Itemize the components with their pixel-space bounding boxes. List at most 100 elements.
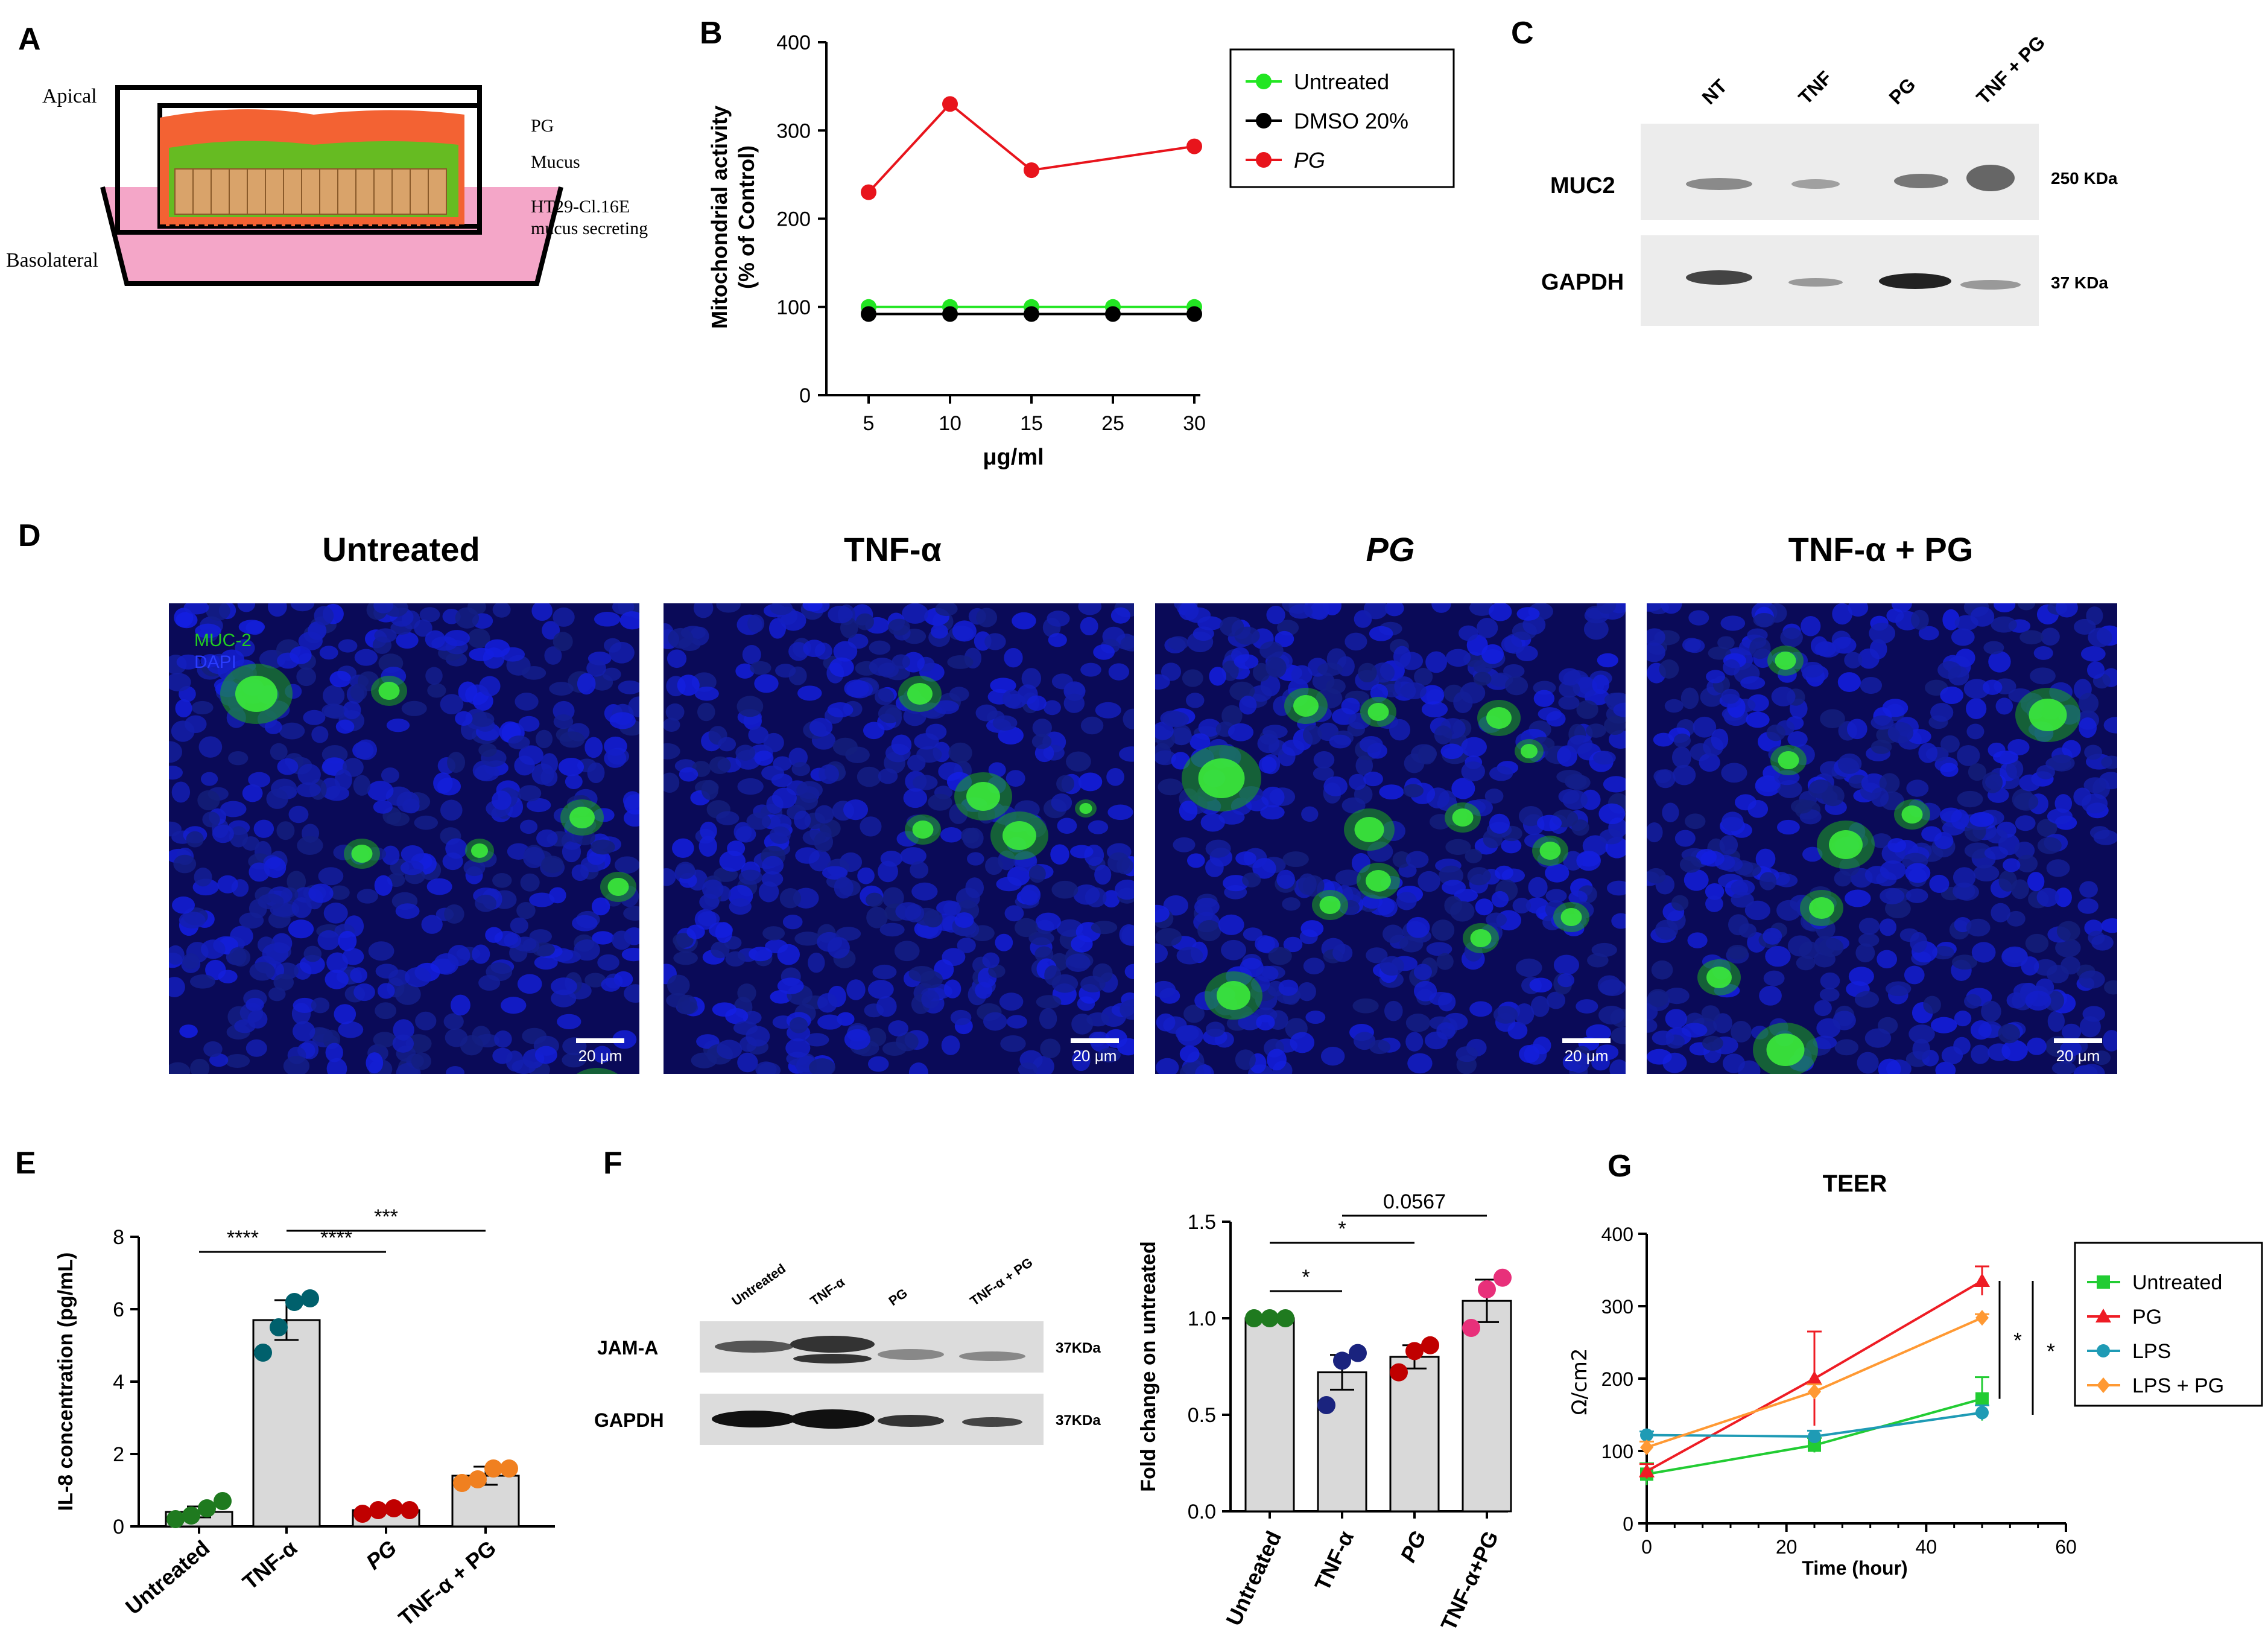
x-tick-label: 25 [1101, 412, 1124, 435]
nucleus [1671, 746, 1691, 769]
data-point [1494, 1268, 1512, 1287]
nucleus [1257, 734, 1280, 754]
nucleus [501, 997, 527, 1014]
nucleus [518, 716, 540, 732]
nucleus [857, 867, 875, 884]
nucleus [1027, 695, 1047, 711]
data-point [1276, 1309, 1294, 1327]
nucleus [492, 790, 512, 810]
nucleus [1971, 942, 1996, 963]
nucleus [2083, 777, 2107, 793]
nucleus [535, 729, 553, 749]
nucleus [1879, 773, 1900, 793]
nucleus [1108, 663, 1130, 681]
nucleus [833, 641, 858, 662]
nucleus [2006, 992, 2027, 1009]
nucleus [444, 904, 464, 924]
muc2-signal-core [1354, 817, 1384, 842]
nucleus [386, 718, 410, 732]
nucleus [325, 970, 349, 989]
nucleus [2081, 793, 2108, 814]
nucleus [676, 862, 695, 879]
nucleus [665, 703, 685, 721]
nucleus [587, 762, 605, 784]
nucleus [445, 838, 467, 859]
nucleus [2079, 881, 2098, 898]
panel-label-a: A [18, 22, 41, 57]
nucleus [1878, 1058, 1901, 1074]
nucleus [276, 821, 295, 840]
nucleus [900, 847, 927, 865]
label-mucus: Mucus [531, 152, 580, 172]
nucleus [1834, 1039, 1859, 1056]
band [793, 1354, 872, 1364]
nucleus [2027, 1037, 2047, 1055]
micrograph-tnf: 20 μm [664, 603, 1134, 1074]
row-label-jam-a: JAM-A [597, 1337, 658, 1359]
nucleus [1721, 763, 1747, 783]
nucleus [1384, 603, 1404, 617]
nucleus [374, 628, 397, 643]
nucleus [1185, 693, 1205, 708]
nucleus [2019, 630, 2044, 645]
bar [1389, 1356, 1440, 1513]
nucleus [698, 836, 717, 857]
nucleus [1855, 943, 1875, 963]
nucleus [1012, 612, 1036, 630]
nucleus [1093, 644, 1115, 660]
nucleus [375, 964, 399, 979]
nucleus [1740, 676, 1766, 690]
nucleus [1647, 822, 1663, 843]
nucleus [1723, 659, 1740, 676]
nucleus [1591, 1055, 1610, 1071]
nucleus [1262, 725, 1288, 738]
data-point [353, 1505, 372, 1523]
muc2-signal-core [1829, 830, 1863, 859]
band [790, 1336, 875, 1353]
nucleus [1606, 880, 1626, 896]
nucleus [447, 752, 466, 773]
nucleus [878, 768, 898, 784]
micrograph-tnf-pg: 20 μm [1647, 603, 2117, 1074]
nucleus [1568, 891, 1588, 905]
nucleus [1484, 789, 1504, 804]
nucleus [1653, 732, 1674, 747]
nucleus [686, 924, 705, 939]
nucleus [1403, 784, 1424, 798]
nucleus [1366, 947, 1388, 964]
nucleus [264, 720, 282, 734]
nucleus [999, 992, 1024, 1011]
nucleus [1553, 954, 1580, 976]
label-cells: HT29-Cl.16E [531, 197, 630, 217]
nucleus [1660, 603, 1682, 614]
data-point [1462, 1319, 1480, 1337]
nucleus [1020, 884, 1041, 906]
nucleus [1495, 865, 1513, 880]
nucleus [1918, 743, 1938, 763]
nucleus [1255, 935, 1275, 953]
nucleus [1431, 919, 1455, 941]
nucleus [1000, 1035, 1026, 1052]
legend-marker [1256, 152, 1272, 168]
nucleus [908, 1062, 928, 1074]
nucleus [1252, 858, 1276, 879]
nucleus [1091, 921, 1118, 935]
nucleus [869, 640, 891, 655]
nucleus [1954, 1010, 1972, 1027]
nucleus [290, 603, 315, 612]
nucleus [1966, 723, 1984, 740]
nucleus [1183, 1005, 1205, 1023]
nucleus [1988, 650, 2011, 673]
nucleus [1221, 705, 1243, 727]
nucleus [827, 937, 850, 959]
nucleus [1921, 826, 1942, 842]
nucleus [1064, 682, 1085, 697]
nucleus [396, 791, 420, 813]
nucleus [1904, 965, 1925, 985]
nucleus [1860, 676, 1883, 694]
nucleus [1507, 1021, 1528, 1040]
muc2-signal-core [1293, 695, 1319, 717]
nucleus [1611, 1027, 1626, 1044]
band [1791, 179, 1840, 189]
nucleus [1291, 665, 1313, 685]
